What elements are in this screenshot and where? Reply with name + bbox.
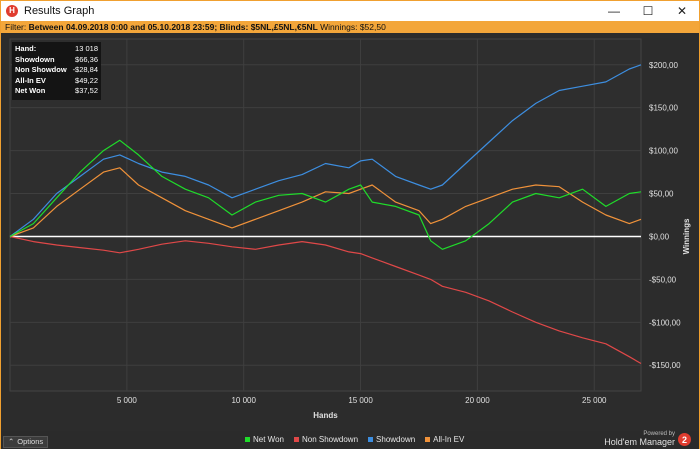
stat-row-showdown: Showdown $66,36	[15, 55, 98, 66]
y-tick-label: $150,00	[649, 104, 678, 113]
y-axis-title: Winnings	[682, 218, 691, 254]
y-tick-label: -$100,00	[649, 318, 681, 327]
stat-label: Non Showdow	[15, 65, 67, 74]
chart-area: $200,00 $150,00 $100,00 $50,00 $0,00 -$50,00 -…	[1, 33, 699, 431]
legend-label: Showdown	[376, 435, 416, 444]
stat-row-net-won: Net Won $37,52	[15, 86, 98, 97]
legend-item-allin-ev[interactable]: All-In EV	[425, 435, 464, 444]
y-tick-label: -$50,00	[649, 275, 677, 284]
x-tick-label: 5 000	[117, 396, 138, 405]
window-title: Results Graph	[24, 5, 95, 17]
x-tick-label: 20 000	[465, 396, 490, 405]
bottom-bar	[1, 431, 699, 449]
legend-swatch	[368, 437, 374, 442]
hm2-logo-icon: 2	[678, 433, 691, 446]
powered-by-text: Powered by	[643, 431, 675, 437]
stat-row-hands: Hand: 13 018	[15, 44, 98, 55]
plot-area	[9, 38, 642, 392]
stat-row-allin-ev: All-In EV $49,22	[15, 76, 98, 87]
series-line-showdown	[9, 64, 642, 237]
maximize-button[interactable]: ☐	[642, 4, 654, 18]
stats-panel: Hand: 13 018 Showdown $66,36 Non Showdow -$…	[12, 42, 101, 100]
legend-label: Net Won	[253, 435, 284, 444]
close-button[interactable]: ✕	[676, 4, 688, 18]
chart-legend: Net Won Non Showdown Showdown All-In EV	[245, 435, 464, 444]
legend-swatch	[425, 437, 431, 442]
y-tick-label: -$150,00	[649, 361, 681, 370]
x-tick-label: 15 000	[348, 396, 373, 405]
legend-item-net-won[interactable]: Net Won	[245, 435, 284, 444]
series-line-non-showdown	[9, 235, 642, 365]
y-tick-label: $50,00	[649, 190, 674, 199]
stat-row-non-showdown: Non Showdow -$28,84	[15, 65, 98, 76]
title-bar: H Results Graph — ☐ ✕	[1, 1, 699, 21]
stat-label: All-In EV	[15, 75, 46, 85]
filter-prefix: Filter:	[5, 22, 29, 32]
x-tick-label: 10 000	[231, 396, 256, 405]
legend-label: Non Showdown	[301, 435, 359, 444]
y-tick-label: $100,00	[649, 147, 678, 156]
filter-bar[interactable]: Filter: Between 04.09.2018 0:00 and 05.1…	[1, 21, 699, 33]
x-axis-title: Hands	[313, 411, 338, 420]
brand-name: Hold'em Manager	[604, 437, 675, 447]
minimize-button[interactable]: —	[608, 4, 620, 18]
powered-by-block: Powered by Hold'em Manager	[604, 431, 675, 447]
series-line-all-in-ev	[9, 167, 642, 238]
stat-value: -$28,84	[72, 65, 98, 74]
app-logo-icon: H	[6, 5, 18, 17]
results-chart: $200,00 $150,00 $100,00 $50,00 $0,00 -$50,00 -…	[9, 38, 691, 420]
legend-label: All-In EV	[433, 435, 465, 444]
legend-item-non-showdown[interactable]: Non Showdown	[293, 435, 359, 444]
chevron-up-icon: ⌃	[8, 437, 15, 446]
y-tick-label: $200,00	[649, 61, 678, 70]
stat-label: Showdown	[15, 54, 55, 64]
options-label: Options	[17, 437, 44, 446]
stat-value: 13 018	[75, 44, 98, 53]
stat-value: $49,22	[75, 75, 98, 85]
stat-value: $66,36	[75, 54, 98, 64]
series-line-net-won	[9, 139, 642, 250]
filter-text: Between 04.09.2018 0:00 and 05.10.2018 2…	[28, 22, 318, 32]
legend-swatch	[245, 437, 250, 442]
legend-item-showdown[interactable]: Showdown	[368, 435, 415, 444]
stat-value: $37,52	[75, 86, 98, 95]
legend-swatch	[293, 437, 299, 442]
options-button[interactable]: ⌃ Options	[3, 436, 49, 448]
x-tick-label: 25 000	[582, 396, 607, 405]
window-controls: — ☐ ✕	[597, 1, 699, 21]
stat-label: Net Won	[15, 86, 46, 95]
filter-winnings: Winnings: $52,50	[317, 22, 386, 32]
y-tick-label: $0,00	[649, 232, 670, 241]
stat-label: Hand:	[15, 44, 37, 53]
